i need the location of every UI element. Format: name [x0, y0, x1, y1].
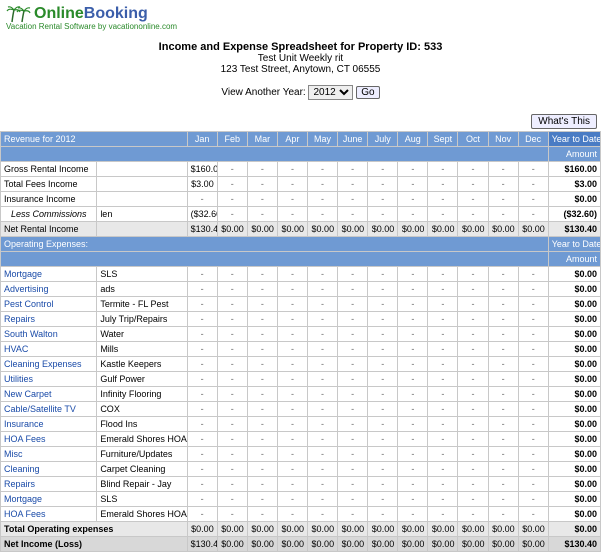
- logo-tagline: Vacation Rental Software by vacationonli…: [6, 22, 595, 31]
- expense-label: Utilities: [1, 372, 97, 387]
- table-row: Total Operating expenses$0.00$0.00$0.00$…: [1, 522, 601, 537]
- expense-label: South Walton: [1, 327, 97, 342]
- table-row: Net Rental Income$130.40$0.00$0.00$0.00$…: [1, 222, 601, 237]
- expense-vendor: Furniture/Updates: [97, 447, 187, 462]
- table-row: Advertisingads------------$0.00: [1, 282, 601, 297]
- spreadsheet-table: Revenue for 2012 JanFebMarAprMayJuneJuly…: [0, 131, 601, 552]
- expense-label: Pest Control: [1, 297, 97, 312]
- expense-label: HVAC: [1, 342, 97, 357]
- row-label: Total Fees Income: [1, 177, 97, 192]
- expense-vendor: Mills: [97, 342, 187, 357]
- unit-name: Test Unit Weekly rit: [0, 53, 601, 64]
- expense-vendor: Emerald Shores HOA: [97, 507, 187, 522]
- row-label: Insurance Income: [1, 192, 97, 207]
- table-row: HVACMills------------$0.00: [1, 342, 601, 357]
- logo-block: OnlineBooking Vacation Rental Software b…: [0, 0, 601, 33]
- table-row: HOA FeesEmerald Shores HOA------------$0…: [1, 507, 601, 522]
- expense-label: Cable/Satellite TV: [1, 402, 97, 417]
- table-row: RepairsBlind Repair - Jay------------$0.…: [1, 477, 601, 492]
- expenses-title: Operating Expenses:: [1, 237, 549, 252]
- expense-vendor: Emerald Shores HOA: [97, 432, 187, 447]
- logo-text: OnlineBooking: [34, 5, 148, 23]
- table-row: HOA FeesEmerald Shores HOA------------$0…: [1, 432, 601, 447]
- expense-label: Mortgage: [1, 267, 97, 282]
- net-income-label: Net Income (Loss): [1, 537, 188, 552]
- table-row: Gross Rental Income$160.00-----------$16…: [1, 162, 601, 177]
- revenue-title: Revenue for 2012: [1, 132, 188, 147]
- table-row: Net Income (Loss)$130.40$0.00$0.00$0.00$…: [1, 537, 601, 552]
- table-row: Cleaning ExpensesKastle Keepers---------…: [1, 357, 601, 372]
- go-button[interactable]: Go: [356, 86, 379, 99]
- table-row: Pest ControlTermite - FL Pest-----------…: [1, 297, 601, 312]
- expense-label: HOA Fees: [1, 507, 97, 522]
- row-vendor: [97, 192, 187, 207]
- table-row: New CarpetInfinity Flooring------------$…: [1, 387, 601, 402]
- table-row: Cable/Satellite TVCOX------------$0.00: [1, 402, 601, 417]
- header-row: Revenue for 2012 JanFebMarAprMayJuneJuly…: [1, 132, 601, 147]
- expense-label: Repairs: [1, 312, 97, 327]
- table-row: Total Fees Income$3.00-----------$3.00: [1, 177, 601, 192]
- expense-vendor: Blind Repair - Jay: [97, 477, 187, 492]
- expense-vendor: COX: [97, 402, 187, 417]
- row-label: Gross Rental Income: [1, 162, 97, 177]
- table-row: InsuranceFlood Ins------------$0.00: [1, 417, 601, 432]
- expense-label: Misc: [1, 447, 97, 462]
- year-label: View Another Year:: [221, 87, 305, 98]
- table-row: MiscFurniture/Updates------------$0.00: [1, 447, 601, 462]
- whats-this-button[interactable]: What's This: [531, 114, 597, 129]
- amount-label: Amount: [548, 147, 600, 162]
- table-row: MortgageSLS------------$0.00: [1, 492, 601, 507]
- row-vendor: len: [97, 207, 187, 222]
- expense-vendor: Carpet Cleaning: [97, 462, 187, 477]
- expense-vendor: Infinity Flooring: [97, 387, 187, 402]
- table-row: MortgageSLS------------$0.00: [1, 267, 601, 282]
- year-selector: View Another Year: 2012 Go: [0, 85, 601, 100]
- expense-vendor: Gulf Power: [97, 372, 187, 387]
- page-title: Income and Expense Spreadsheet for Prope…: [0, 41, 601, 53]
- palm-icon: [6, 4, 32, 24]
- table-row: Amount: [1, 147, 601, 162]
- table-row: Insurance Income------------$0.00: [1, 192, 601, 207]
- ytd-header: Year to Date: [548, 132, 600, 147]
- row-vendor: [97, 177, 187, 192]
- expense-vendor: Termite - FL Pest: [97, 297, 187, 312]
- expense-label: HOA Fees: [1, 432, 97, 447]
- table-row: Amount: [1, 252, 601, 267]
- expense-label: Mortgage: [1, 492, 97, 507]
- expense-vendor: Kastle Keepers: [97, 357, 187, 372]
- table-row: UtilitiesGulf Power------------$0.00: [1, 372, 601, 387]
- table-row: CleaningCarpet Cleaning------------$0.00: [1, 462, 601, 477]
- expense-vendor: SLS: [97, 492, 187, 507]
- net-rental-label: Net Rental Income: [1, 222, 97, 237]
- expense-label: Insurance: [1, 417, 97, 432]
- total-expenses-label: Total Operating expenses: [1, 522, 188, 537]
- expense-label: Cleaning: [1, 462, 97, 477]
- expense-vendor: July Trip/Repairs: [97, 312, 187, 327]
- expense-label: Repairs: [1, 477, 97, 492]
- row-label: Less Commissions: [1, 207, 97, 222]
- table-row: South WaltonWater------------$0.00: [1, 327, 601, 342]
- table-row: Operating Expenses:Year to Date: [1, 237, 601, 252]
- table-row: Less Commissionslen($32.60)-----------($…: [1, 207, 601, 222]
- expense-vendor: ads: [97, 282, 187, 297]
- row-vendor: [97, 162, 187, 177]
- expense-label: Cleaning Expenses: [1, 357, 97, 372]
- year-select[interactable]: 2012: [308, 85, 353, 100]
- page-header: Income and Expense Spreadsheet for Prope…: [0, 41, 601, 75]
- table-row: RepairsJuly Trip/Repairs------------$0.0…: [1, 312, 601, 327]
- expense-vendor: Water: [97, 327, 187, 342]
- expense-vendor: Flood Ins: [97, 417, 187, 432]
- expense-label: Advertising: [1, 282, 97, 297]
- expense-vendor: SLS: [97, 267, 187, 282]
- ytd-label: Year to Date: [548, 237, 600, 252]
- expense-label: New Carpet: [1, 387, 97, 402]
- address: 123 Test Street, Anytown, CT 06555: [0, 64, 601, 75]
